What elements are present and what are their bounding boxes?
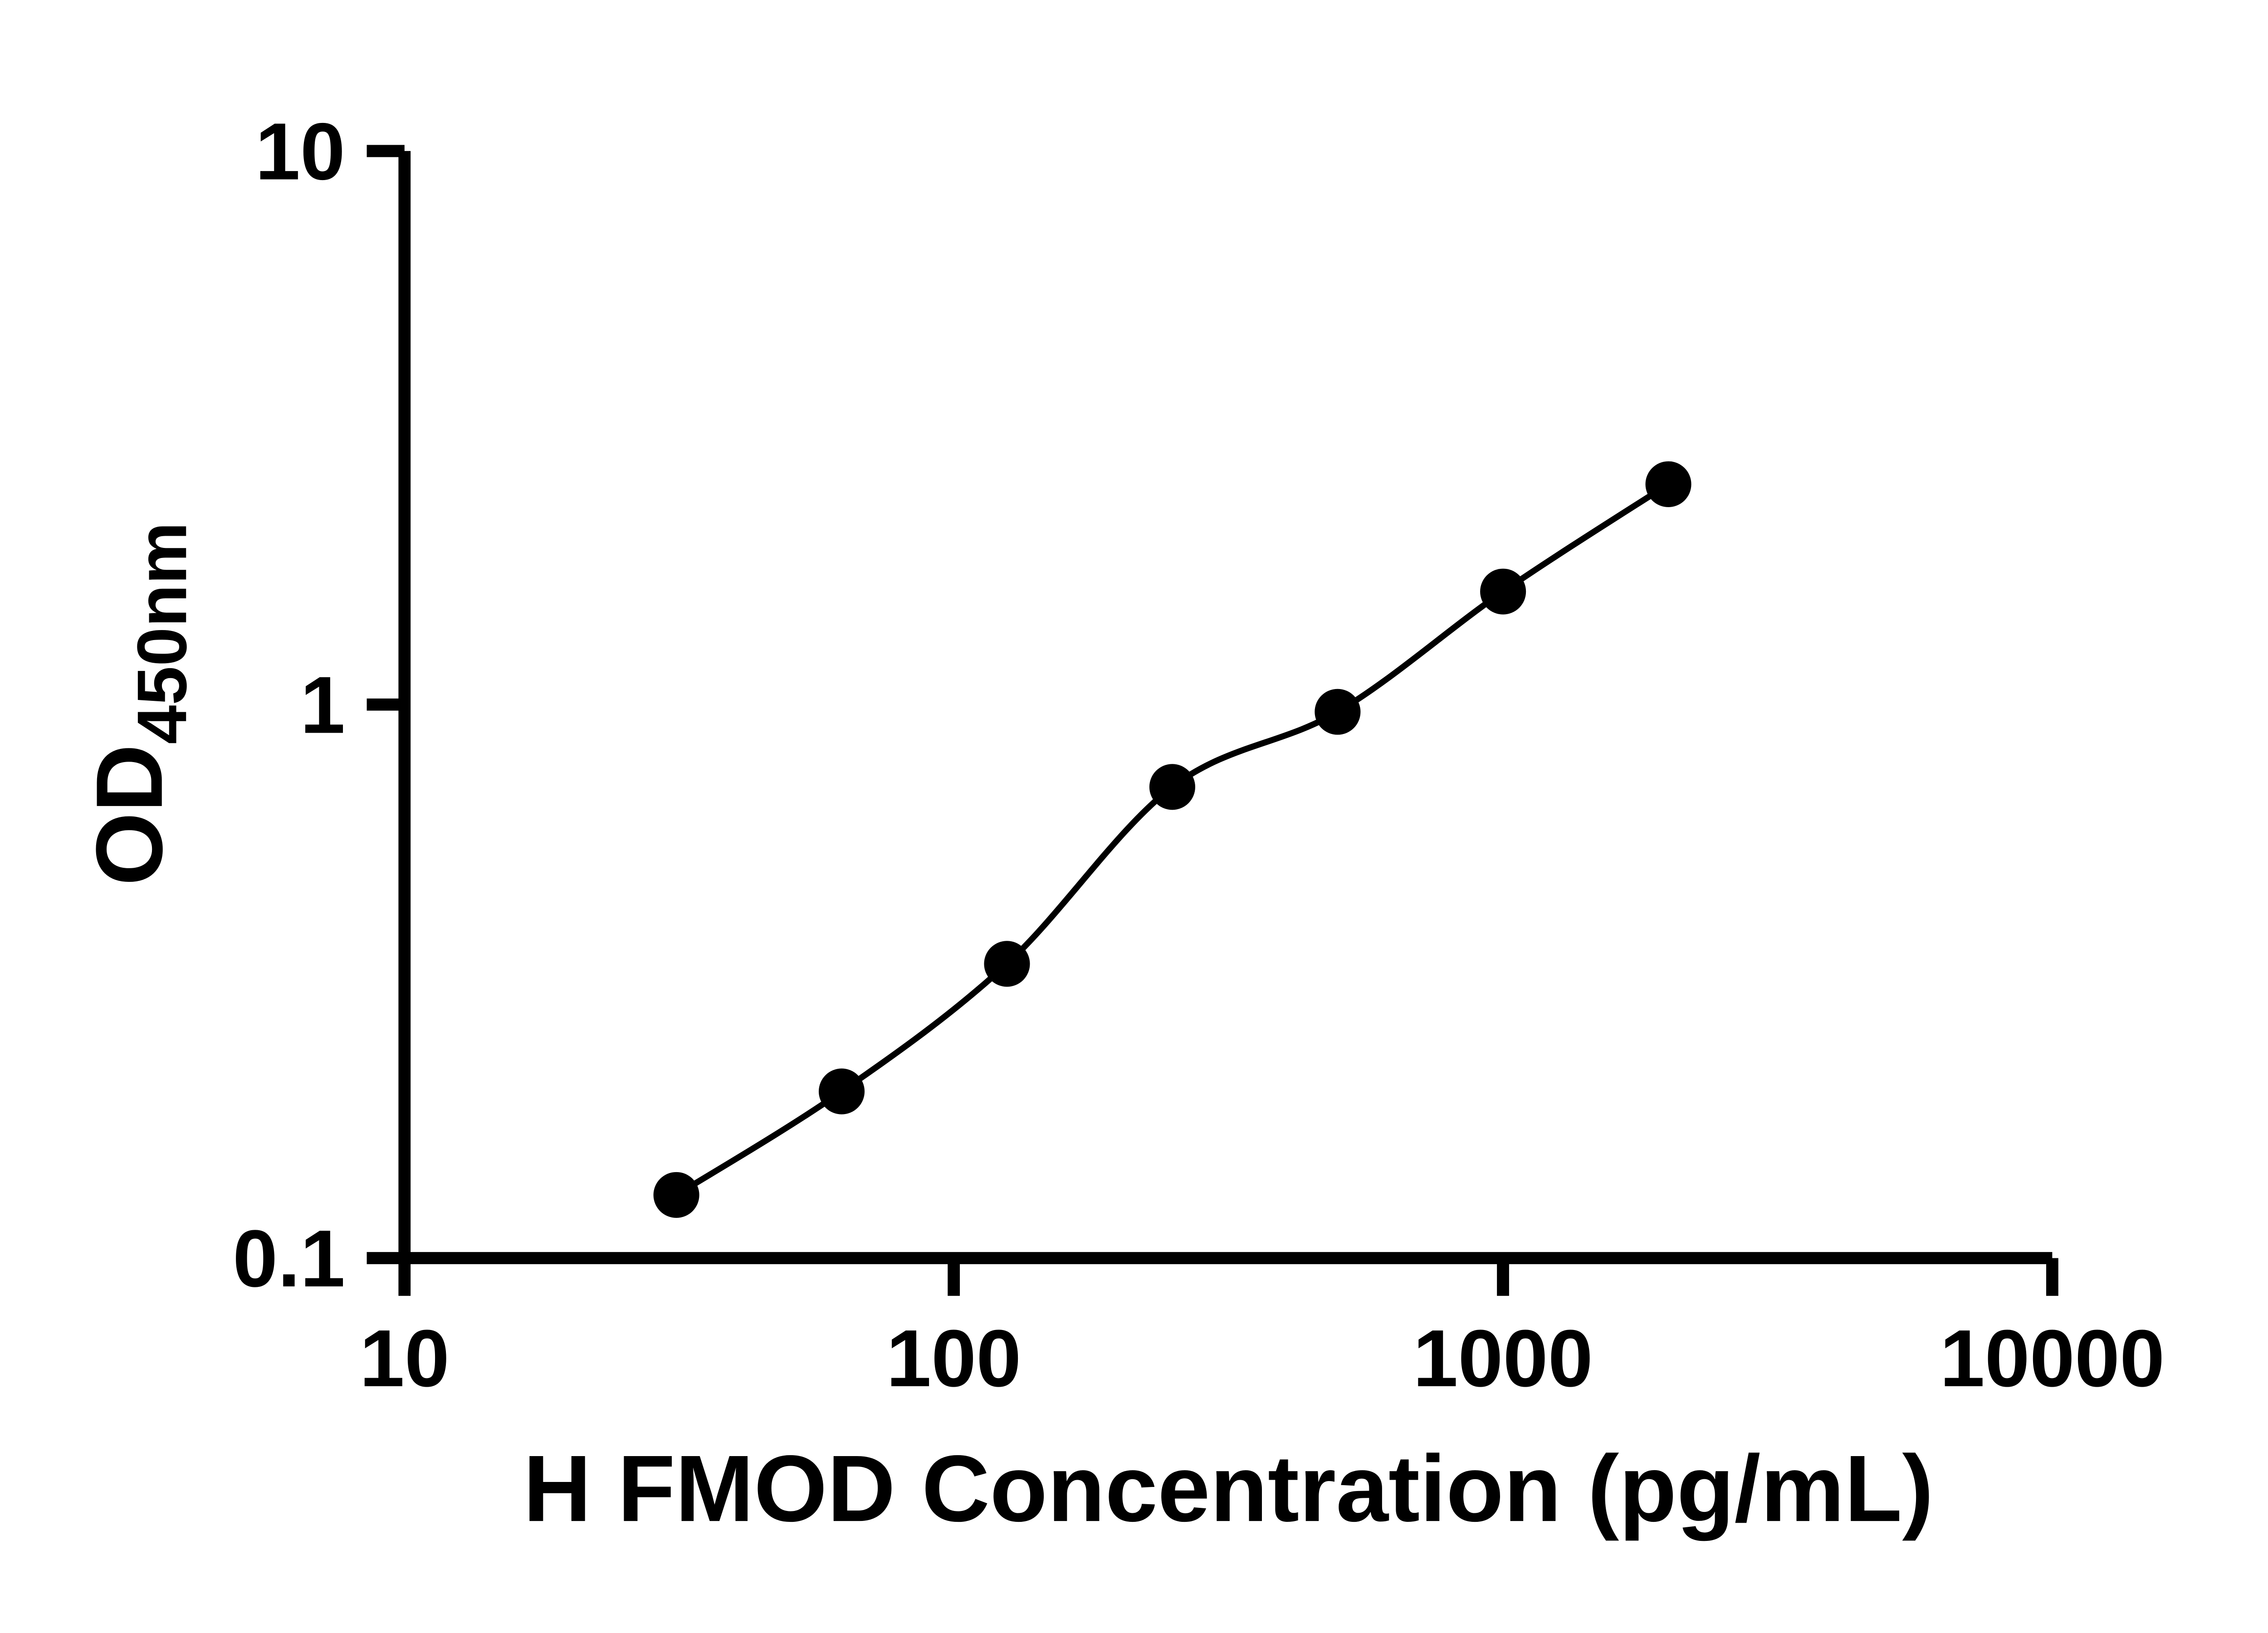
y-tick-label: 0.1 xyxy=(233,1213,345,1304)
x-axis-title: H FMOD Concentration (pg/mL) xyxy=(523,1436,1933,1541)
data-point xyxy=(1480,568,1526,615)
x-tick-label: 1000 xyxy=(1413,1313,1593,1403)
y-tick-label: 1 xyxy=(300,660,345,750)
data-point xyxy=(818,1068,865,1115)
data-point xyxy=(653,1172,699,1218)
y-axis-title-main: OD xyxy=(77,744,182,886)
data-point xyxy=(1645,461,1691,508)
x-tick-label: 10000 xyxy=(1940,1313,2165,1403)
axis-frame xyxy=(398,151,2053,1264)
y-tick-labels-layer: 0.1 1 10 xyxy=(233,106,345,1304)
data-points-layer xyxy=(653,461,1691,1218)
x-tick-label: 100 xyxy=(886,1313,1022,1403)
data-point xyxy=(1315,689,1361,735)
x-tick-label: 10 xyxy=(360,1313,450,1403)
x-tick-labels-layer: 10 100 1000 10000 xyxy=(360,1313,2165,1403)
y-tick-label: 10 xyxy=(255,106,345,196)
y-axis-title: OD450nm xyxy=(77,522,201,886)
data-point xyxy=(1149,764,1195,810)
axes-layer xyxy=(367,145,2058,1296)
data-point xyxy=(984,941,1030,987)
y-axis-title-subscript: 450nm xyxy=(122,522,201,744)
